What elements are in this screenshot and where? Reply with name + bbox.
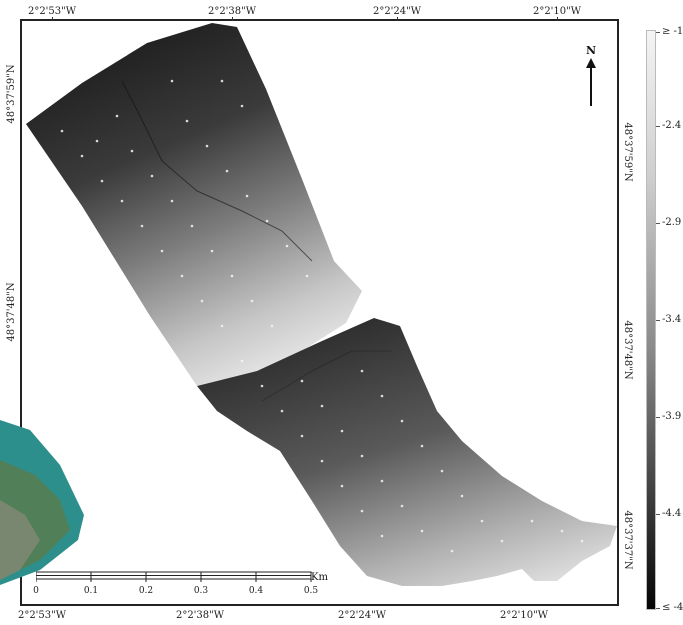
frame-tick bbox=[397, 17, 398, 21]
terrain-lower bbox=[197, 318, 617, 586]
elevation-legend-colorbar bbox=[646, 30, 656, 610]
legend-label: -3.4 bbox=[662, 314, 682, 325]
scale-bar: Km 0 0.1 0.2 0.3 0.4 0.5 bbox=[33, 570, 328, 600]
legend-label: -2.4 bbox=[662, 120, 682, 131]
top-coord-label: 2°2'10"W bbox=[532, 6, 582, 17]
bottom-coord-label: 2°2'38"W bbox=[175, 610, 225, 621]
frame-tick bbox=[557, 17, 558, 21]
scale-unit-label: Km bbox=[311, 572, 328, 583]
scale-tick-label: 0.5 bbox=[303, 586, 319, 596]
legend-tick bbox=[656, 320, 660, 321]
scale-tick-label: 0 bbox=[33, 586, 39, 596]
legend-tick bbox=[656, 608, 660, 609]
marker-points bbox=[60, 79, 584, 553]
legend-tick bbox=[656, 126, 660, 127]
channel-line bbox=[121, 80, 313, 262]
top-coord-label: 2°2'53"W bbox=[27, 6, 77, 17]
right-coord-label: 48°37'59"N bbox=[622, 122, 633, 182]
right-coord-label: 48°37'37"N bbox=[622, 510, 633, 570]
bottom-coord-label: 2°2'53"W bbox=[17, 610, 67, 621]
legend-tick bbox=[656, 32, 660, 33]
left-coord-label: 48°37'48"N bbox=[6, 282, 17, 342]
legend-label: ≥ -1. bbox=[662, 26, 683, 37]
frame-tick bbox=[52, 17, 53, 21]
left-coord-label: 48°37'59"N bbox=[6, 64, 17, 124]
right-coord-label: 48°37'48"N bbox=[622, 320, 633, 380]
bottom-coord-label: 2°2'24"W bbox=[337, 610, 387, 621]
elevation-raster bbox=[26, 23, 617, 586]
scale-tick-label: 0.3 bbox=[193, 586, 209, 596]
inset-aerial-photo bbox=[0, 420, 84, 585]
scale-tick-label: 0.1 bbox=[83, 586, 99, 596]
legend-tick bbox=[656, 417, 660, 418]
legend-label: -3.9 bbox=[662, 411, 682, 422]
top-coord-label: 2°2'24"W bbox=[372, 6, 422, 17]
map-frame bbox=[20, 19, 619, 606]
channel-line bbox=[261, 350, 392, 402]
scale-tick-label: 0.4 bbox=[248, 586, 264, 596]
north-arrow-icon bbox=[586, 58, 596, 106]
legend-label: ≤ -4 bbox=[662, 602, 683, 613]
legend-label: -2.9 bbox=[662, 217, 682, 228]
bottom-coord-label: 2°2'10"W bbox=[499, 610, 549, 621]
top-coord-label: 2°2'38"W bbox=[207, 6, 257, 17]
scale-tick-label: 0.2 bbox=[138, 586, 154, 596]
frame-tick bbox=[232, 17, 233, 21]
north-label: N bbox=[586, 44, 597, 57]
legend-label: -4.4 bbox=[662, 508, 682, 519]
legend-tick bbox=[656, 223, 660, 224]
terrain-upper bbox=[26, 23, 362, 386]
legend-tick bbox=[656, 514, 660, 515]
